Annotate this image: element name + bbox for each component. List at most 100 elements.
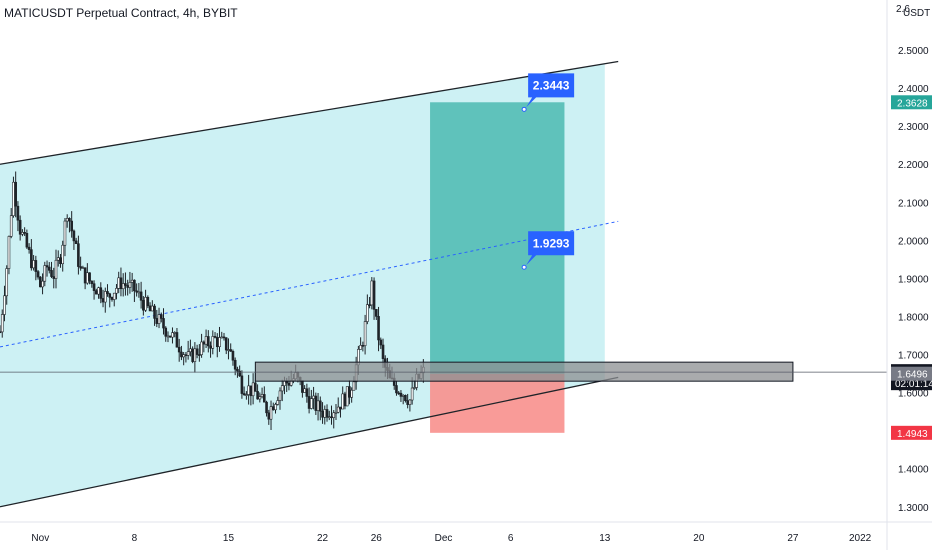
candle-body [274, 404, 277, 411]
candle-body [177, 346, 181, 353]
candle-body [368, 304, 371, 306]
candle-body [334, 411, 338, 414]
x-tick-label: 22 [317, 533, 329, 544]
candle-body [224, 337, 228, 351]
candle-body [379, 339, 383, 346]
x-tick-label: Dec [435, 533, 453, 544]
candle-body [211, 336, 215, 349]
candle-body [301, 380, 304, 393]
x-tick-label: 13 [599, 533, 611, 544]
candle-body [180, 351, 183, 358]
candle-body [173, 332, 177, 334]
candle-body [175, 332, 179, 348]
candle-body [151, 305, 154, 312]
y-tick-label: 1.4000 [898, 465, 929, 476]
candle-body [339, 406, 342, 410]
candle-body [256, 391, 259, 400]
candle-body [117, 277, 121, 289]
candle-body [32, 260, 35, 269]
candle-body [327, 416, 331, 419]
candle-body [0, 331, 2, 334]
y-tick-label: 1.8000 [898, 312, 929, 323]
candle-body [171, 332, 174, 338]
x-tick-label: 15 [223, 533, 235, 544]
currency-label: USDT [903, 8, 930, 19]
candle-body [14, 181, 17, 207]
candle-body [408, 399, 412, 405]
candle-body [110, 297, 114, 300]
y-tick-label: 2.5000 [898, 46, 929, 57]
candle-body [130, 279, 134, 283]
y-tick-label: 2.0000 [898, 236, 929, 247]
candle-body [166, 335, 170, 338]
candle-body [215, 337, 219, 348]
candle-body [34, 260, 38, 272]
y-tick-label: 1.9000 [898, 274, 929, 285]
candle-body [126, 285, 129, 288]
candle-body [247, 385, 250, 395]
candle-body [397, 392, 401, 395]
candle-body [155, 318, 159, 324]
y-tick-label: 1.3000 [898, 503, 929, 514]
candle-body [395, 385, 398, 394]
candle-body [231, 351, 235, 361]
candle-body [133, 279, 136, 292]
candle-body [95, 290, 98, 295]
candle-body [77, 243, 80, 267]
candle-body [184, 354, 188, 356]
candle-body [189, 348, 192, 353]
candle-body [307, 396, 311, 409]
x-tick-label: Nov [31, 533, 49, 544]
candle-body [16, 205, 20, 221]
candle-body [162, 318, 165, 329]
candle-body [168, 335, 172, 338]
candle-body [63, 220, 67, 246]
candle-body [229, 349, 233, 352]
candle-body [83, 267, 87, 284]
candle-body [164, 327, 168, 337]
candle-body [182, 354, 185, 358]
candle-body [218, 337, 221, 348]
candle-body [305, 388, 309, 397]
chart-title: MATICUSDT Perpetual Contract, 4h, BYBIT [4, 6, 238, 20]
candle-body [21, 232, 24, 235]
candle-body [86, 272, 89, 284]
candle-body [377, 316, 380, 341]
candle-body [359, 345, 362, 350]
candle-body [227, 349, 230, 351]
candle-body [68, 218, 71, 222]
candle-body [39, 276, 42, 288]
candle-body [314, 395, 318, 411]
x-tick-label: 2022 [849, 533, 872, 544]
candle-body [36, 271, 40, 278]
candle-body [101, 298, 105, 303]
candle-body [137, 291, 141, 294]
candle-body [47, 266, 51, 271]
candle-body [321, 410, 324, 418]
candle-body [18, 219, 22, 235]
candle-body [366, 304, 369, 322]
candle-body [263, 394, 266, 403]
candle-body [0, 314, 4, 333]
candle-body [65, 218, 69, 222]
candle-body [336, 406, 340, 413]
y-tick-label: 2.1000 [898, 198, 929, 209]
candle-body [363, 321, 367, 346]
candle-body [375, 309, 378, 317]
callout-anchor [521, 264, 527, 270]
candle-body [265, 401, 268, 414]
candle-body [193, 348, 197, 362]
candle-body [399, 392, 403, 397]
candle-body [144, 296, 147, 311]
candle-body [124, 283, 127, 286]
candle-body [92, 283, 96, 291]
candle-body [23, 232, 26, 234]
range-zone [254, 361, 794, 382]
candle-body [287, 382, 291, 386]
candle-body [343, 393, 347, 407]
candle-body [153, 305, 156, 319]
candle-body [348, 386, 351, 398]
candle-body [59, 257, 62, 265]
